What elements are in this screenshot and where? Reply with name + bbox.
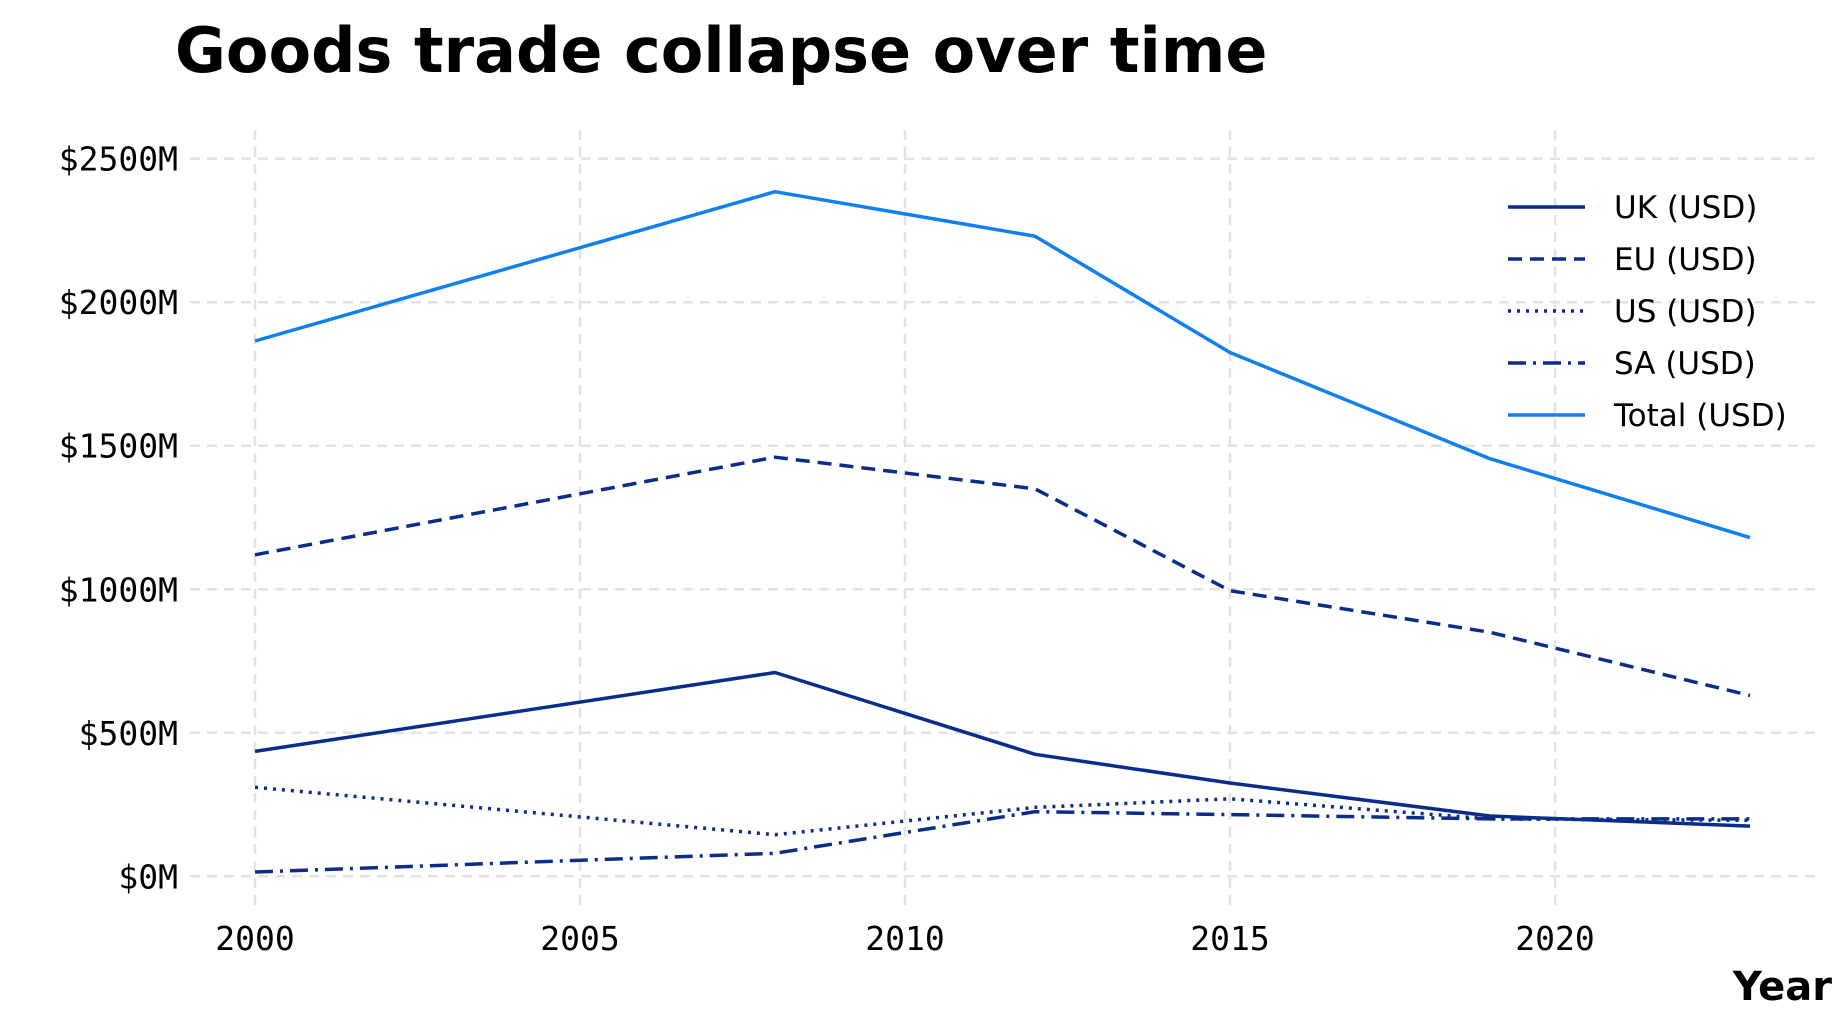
- series-line: [254, 809, 1750, 874]
- legend-label: UK (USD): [1614, 190, 1757, 226]
- y-tick-label: $2500M: [59, 140, 178, 179]
- x-axis-ticks: 2000 2005 2010 2015 2020: [215, 919, 1594, 958]
- y-tick-label: $2000M: [59, 283, 178, 322]
- x-tick-label: 2000: [215, 919, 294, 958]
- y-axis-ticks: $0M $500M $1000M $1500M $2000M $2500M: [59, 140, 178, 897]
- legend-label: SA (USD): [1614, 346, 1756, 382]
- series-line: [254, 455, 1751, 698]
- series-line: [254, 785, 1751, 837]
- series-line: [254, 189, 1751, 540]
- grid: [190, 130, 1815, 905]
- series-lines: [254, 189, 1751, 874]
- series-line: [254, 670, 1751, 828]
- x-tick-label: 2010: [865, 919, 944, 958]
- x-tick-label: 2005: [540, 919, 619, 958]
- legend-label: Total (USD): [1613, 398, 1787, 434]
- y-tick-label: $1500M: [59, 427, 178, 466]
- legend-label: US (USD): [1614, 294, 1757, 330]
- legend: UK (USD) EU (USD) US (USD) SA (USD) Total (U…: [1508, 190, 1787, 434]
- chart-title: Goods trade collapse over time: [175, 14, 1267, 87]
- y-tick-label: $0M: [118, 857, 178, 896]
- y-tick-label: $500M: [79, 714, 178, 753]
- x-axis-title: Year: [1732, 964, 1832, 1010]
- x-tick-label: 2015: [1190, 919, 1269, 958]
- y-tick-label: $1000M: [59, 570, 178, 609]
- legend-label: EU (USD): [1614, 242, 1757, 278]
- x-tick-label: 2020: [1515, 919, 1594, 958]
